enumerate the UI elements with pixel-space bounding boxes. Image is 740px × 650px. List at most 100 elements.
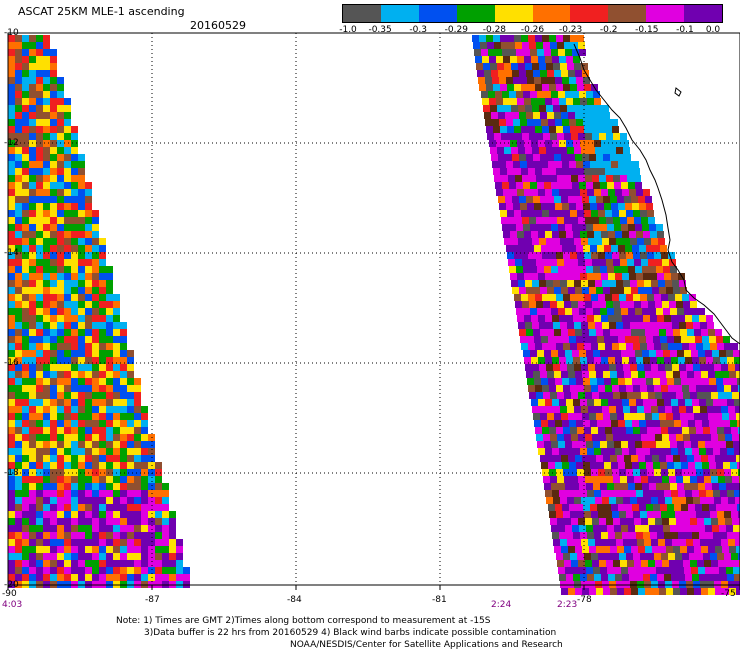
swath-cell — [533, 329, 540, 336]
swath-cell — [22, 343, 29, 350]
swath-cell — [635, 224, 642, 231]
swath-cell — [509, 224, 516, 231]
swath-cell — [656, 525, 663, 532]
swath-cell — [92, 336, 99, 343]
swath-cell — [568, 455, 575, 462]
swath-cell — [589, 413, 596, 420]
swath-cell — [603, 546, 610, 553]
swath-cell — [571, 175, 578, 182]
swath-cell — [716, 504, 723, 511]
swath-cell — [653, 378, 660, 385]
swath-cell — [518, 105, 525, 112]
swath-cell — [583, 336, 590, 343]
swath-cell — [534, 336, 541, 343]
swath-cell — [85, 546, 92, 553]
swath-cell — [564, 42, 571, 49]
swath-cell — [694, 329, 701, 336]
swath-cell — [616, 280, 623, 287]
swath-cell — [624, 546, 631, 553]
swath-cell — [99, 525, 106, 532]
swath-cell — [704, 476, 711, 483]
swath-cell — [531, 140, 538, 147]
swath-cell — [120, 525, 127, 532]
swath-cell — [92, 539, 99, 546]
swath-cell — [610, 413, 617, 420]
swath-cell — [590, 336, 597, 343]
swath-cell — [615, 231, 622, 238]
swath-cell — [85, 315, 92, 322]
swath-cell — [645, 287, 652, 294]
swath-cell — [484, 112, 491, 119]
swath-cell — [518, 322, 525, 329]
swath-cell — [582, 287, 589, 294]
swath-cell — [578, 476, 585, 483]
swath-cell — [22, 574, 29, 581]
swath-cell — [593, 308, 600, 315]
swath-cell — [510, 56, 517, 63]
swath-cell — [535, 84, 542, 91]
swath-cell — [36, 455, 43, 462]
swath-cell — [57, 126, 64, 133]
swath-cell — [113, 504, 120, 511]
swath-cell — [71, 518, 78, 525]
swath-cell — [29, 189, 36, 196]
swath-cell — [581, 497, 588, 504]
swath-cell — [486, 84, 493, 91]
swath-cell — [85, 245, 92, 252]
swath-cell — [633, 427, 640, 434]
swath-cell — [15, 273, 22, 280]
swath-cell — [85, 385, 92, 392]
swath-cell — [92, 266, 99, 273]
swath-cell — [120, 511, 127, 518]
swath-cell — [43, 329, 50, 336]
swath-cell — [99, 238, 106, 245]
swath-cell — [629, 490, 636, 497]
coastline — [573, 43, 740, 345]
swath-cell — [29, 567, 36, 574]
swath-cell — [120, 413, 127, 420]
swath-cell — [43, 63, 50, 70]
swath-cell — [549, 84, 556, 91]
colorbar-label: -0.28 — [482, 25, 507, 35]
swath-cell — [78, 546, 85, 553]
swath-cell — [693, 364, 700, 371]
swath-cell — [513, 77, 520, 84]
swath-cell — [673, 287, 680, 294]
swath-cell — [737, 378, 740, 385]
swath-cell — [78, 231, 85, 238]
swath-cell — [29, 511, 36, 518]
swath-cell — [127, 539, 134, 546]
swath-cell — [633, 385, 640, 392]
swath-cell — [542, 469, 549, 476]
swath-cell — [64, 280, 71, 287]
swath-cell — [696, 427, 703, 434]
swath-cell — [599, 175, 606, 182]
swath-cell — [584, 511, 591, 518]
swath-right — [472, 35, 740, 595]
swath-cell — [71, 441, 78, 448]
swath-cell — [64, 455, 71, 462]
swath-cell — [708, 329, 715, 336]
swath-cell — [22, 406, 29, 413]
swath-cell — [99, 441, 106, 448]
swath-cell — [92, 210, 99, 217]
swath-cell — [516, 91, 523, 98]
swath-cell — [474, 49, 481, 56]
swath-cell — [71, 182, 78, 189]
swath-cell — [546, 364, 553, 371]
swath-cell — [579, 182, 586, 189]
swath-cell — [509, 266, 516, 273]
swath-cell — [525, 364, 532, 371]
swath-cell — [656, 224, 663, 231]
swath-cell — [716, 378, 723, 385]
swath-cell — [50, 294, 57, 301]
swath-cell — [481, 49, 488, 56]
swath-cell — [579, 266, 586, 273]
swath-cell — [50, 420, 57, 427]
swath-cell — [649, 441, 656, 448]
swath-cell — [57, 399, 64, 406]
swath-cell — [64, 364, 71, 371]
swath-cell — [36, 427, 43, 434]
swath-cell — [511, 147, 518, 154]
swath-cell — [64, 301, 71, 308]
